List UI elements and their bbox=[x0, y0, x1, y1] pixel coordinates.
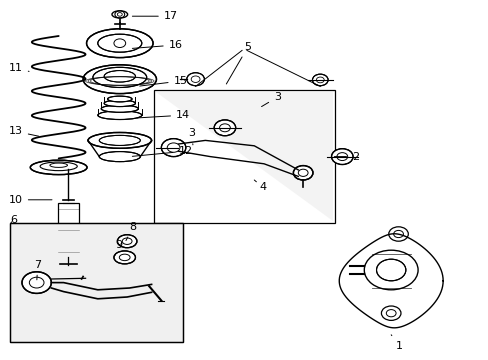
Text: 2: 2 bbox=[334, 152, 359, 162]
Text: 12: 12 bbox=[132, 146, 192, 156]
Ellipse shape bbox=[88, 132, 151, 148]
Ellipse shape bbox=[293, 166, 312, 180]
Ellipse shape bbox=[98, 34, 142, 52]
Text: 7: 7 bbox=[34, 260, 41, 280]
Ellipse shape bbox=[30, 160, 87, 175]
Text: 5: 5 bbox=[226, 42, 251, 84]
Polygon shape bbox=[156, 92, 332, 221]
Text: 11: 11 bbox=[9, 63, 29, 73]
Text: 3: 3 bbox=[261, 92, 280, 107]
Ellipse shape bbox=[99, 152, 140, 162]
Circle shape bbox=[388, 227, 407, 241]
Text: 17: 17 bbox=[132, 11, 178, 21]
Ellipse shape bbox=[58, 253, 79, 262]
Ellipse shape bbox=[312, 74, 327, 86]
Circle shape bbox=[381, 306, 400, 320]
Ellipse shape bbox=[186, 73, 204, 86]
Ellipse shape bbox=[101, 105, 138, 112]
Text: 6: 6 bbox=[10, 215, 17, 225]
Text: 16: 16 bbox=[132, 40, 183, 50]
Bar bbox=[154, 90, 334, 223]
Ellipse shape bbox=[112, 11, 127, 18]
Text: 15: 15 bbox=[140, 76, 187, 86]
Ellipse shape bbox=[104, 100, 135, 107]
Bar bbox=[58, 203, 79, 257]
Ellipse shape bbox=[114, 251, 135, 264]
Circle shape bbox=[364, 250, 417, 290]
Text: 4: 4 bbox=[254, 180, 266, 192]
Circle shape bbox=[376, 259, 405, 281]
Ellipse shape bbox=[104, 71, 135, 82]
Ellipse shape bbox=[161, 139, 185, 157]
Circle shape bbox=[56, 265, 81, 283]
Ellipse shape bbox=[86, 29, 153, 58]
Text: 10: 10 bbox=[9, 195, 52, 205]
Text: 9: 9 bbox=[115, 240, 122, 256]
Text: 1: 1 bbox=[390, 335, 402, 351]
Ellipse shape bbox=[98, 111, 142, 120]
Ellipse shape bbox=[214, 120, 235, 136]
Ellipse shape bbox=[117, 235, 137, 248]
Bar bbox=[10, 223, 183, 342]
Ellipse shape bbox=[22, 272, 51, 293]
Ellipse shape bbox=[83, 65, 156, 94]
Text: 14: 14 bbox=[137, 110, 190, 120]
Text: 3: 3 bbox=[188, 128, 195, 145]
Text: 13: 13 bbox=[9, 126, 39, 136]
Ellipse shape bbox=[93, 67, 146, 87]
Ellipse shape bbox=[107, 96, 132, 102]
Ellipse shape bbox=[99, 135, 140, 145]
Ellipse shape bbox=[331, 149, 352, 165]
Text: 8: 8 bbox=[126, 222, 137, 240]
Bar bbox=[10, 223, 183, 342]
